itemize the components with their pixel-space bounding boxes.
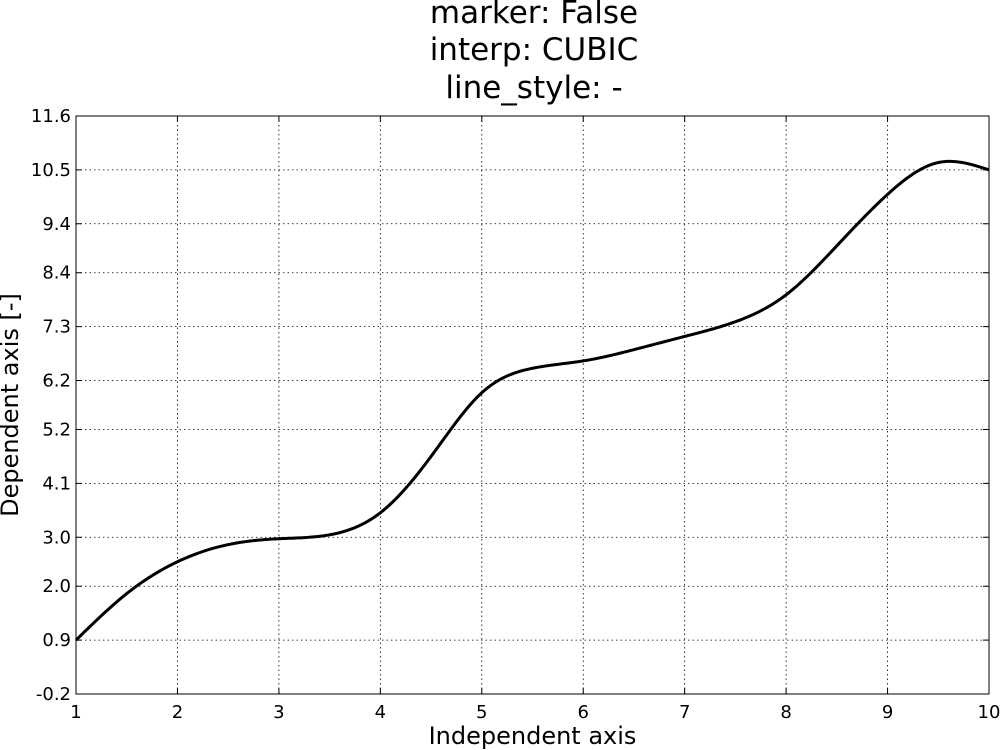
y-tick-label: 11.6	[31, 106, 71, 127]
y-tick-label: 6.2	[42, 371, 71, 392]
x-tick-labels: 1 2 3 4 5 6 7 8 9 10	[70, 702, 1000, 723]
y-tick-label: 0.9	[42, 630, 71, 651]
x-tick-label: 7	[679, 702, 690, 723]
grid-lines	[75, 115, 990, 695]
y-tick-label: 8.4	[42, 263, 71, 284]
x-tick-label: 5	[476, 702, 487, 723]
y-axis-label: Dependent axis [-]	[0, 293, 24, 517]
chart-title-line-1: marker: False	[429, 0, 639, 31]
chart-title-line-2: interp: CUBIC	[429, 32, 639, 68]
y-tick-label: 3.0	[42, 527, 71, 548]
x-axis-label: Independent axis	[429, 722, 637, 750]
y-tick-label: 9.4	[42, 214, 71, 235]
y-tick-label: 5.2	[42, 419, 71, 440]
y-tick-label: 2.0	[42, 576, 71, 597]
x-tick-label: 8	[780, 702, 791, 723]
x-tick-label: 1	[70, 702, 81, 723]
x-tick-label: 10	[978, 702, 1000, 723]
series-line	[74, 159, 990, 642]
y-tick-label: 10.5	[31, 160, 71, 181]
y-tick-labels: -0.2 0.9 2.0 3.0 4.1 5.2 6.2 7.3 8.4 9.4 10.5 11.6	[31, 106, 71, 705]
x-tick-label: 2	[172, 702, 183, 723]
plot-frame	[75, 115, 990, 695]
x-tick-label: 6	[577, 702, 588, 723]
chart-title-line-3: line_style: -	[445, 70, 623, 106]
series-layer	[74, 159, 990, 642]
x-tick-label: 4	[375, 702, 386, 723]
tick-marks	[75, 115, 990, 695]
x-tick-label: 9	[882, 702, 893, 723]
y-tick-label: -0.2	[36, 684, 71, 705]
x-tick-label: 3	[273, 702, 284, 723]
y-tick-label: 4.1	[42, 473, 71, 494]
y-tick-label: 7.3	[42, 317, 71, 338]
